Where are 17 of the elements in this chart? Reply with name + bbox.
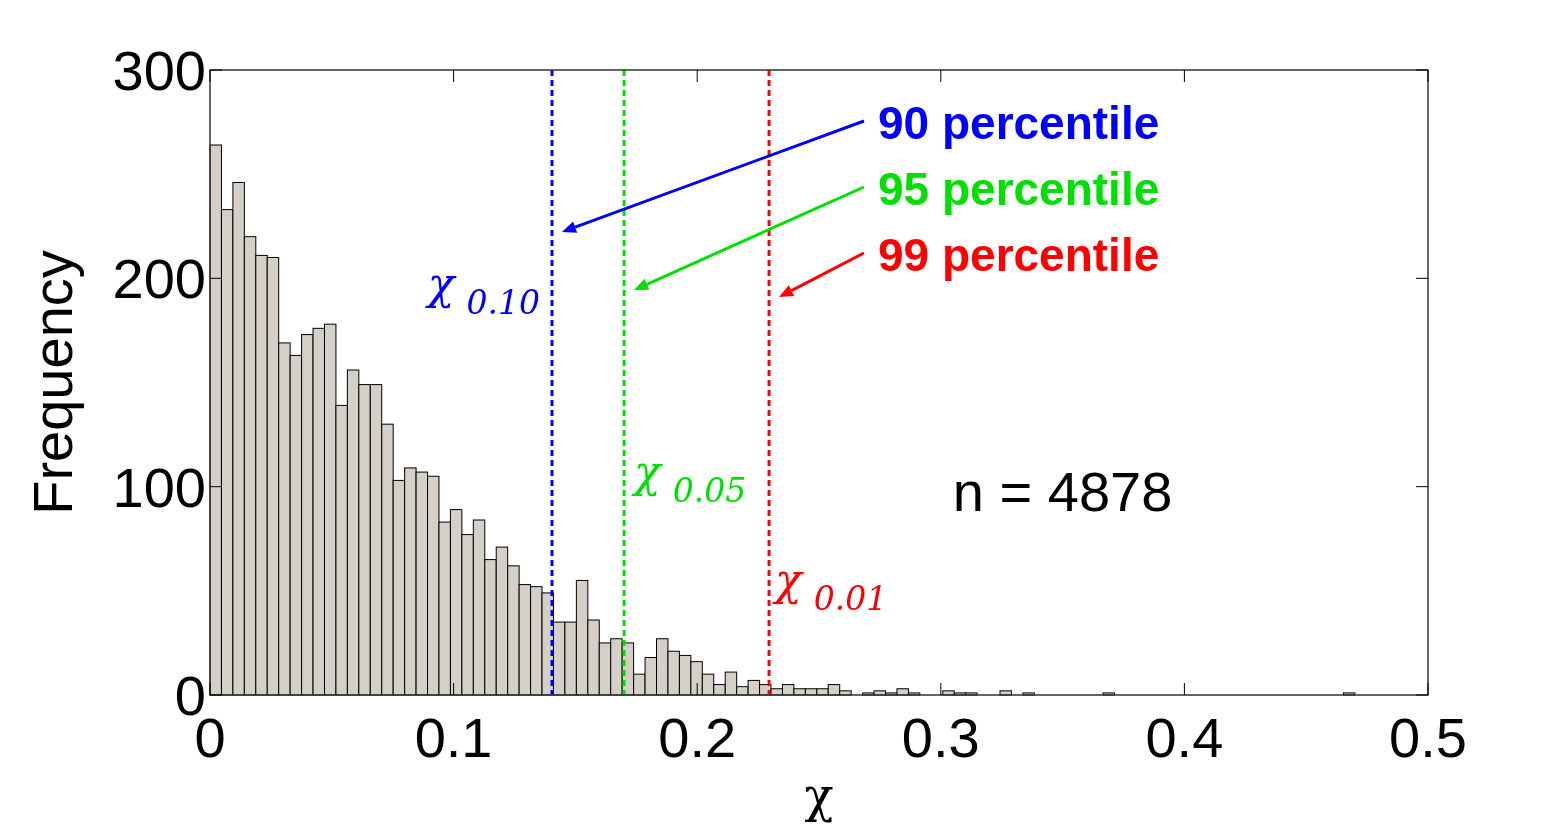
annotation: 99 percentile: [878, 229, 1160, 281]
annotation: 95 percentile: [878, 163, 1160, 215]
ref-line-label: χ$_{0.10}$: [424, 258, 541, 323]
x-axis-title: χ: [804, 767, 834, 823]
x-tick-label: 0.3: [901, 706, 980, 769]
y-axis-title: Frequency: [21, 250, 84, 515]
x-tick-label: 0.4: [1145, 706, 1224, 769]
y-tick-label: 300: [112, 39, 206, 102]
x-tick-label: 0.5: [1389, 706, 1467, 769]
y-tick-label: 100: [112, 455, 206, 519]
annotation: n = 4878: [952, 459, 1173, 523]
x-tick-label: 0.2: [658, 706, 737, 769]
ref-line-label: χ$_{0.05}$: [631, 445, 747, 510]
x-tick-label: 0.1: [414, 706, 493, 769]
annotation: 90 percentile: [878, 97, 1160, 149]
ref-line-label: χ$_{0.01}$: [772, 554, 888, 618]
y-tick-label: 200: [112, 247, 206, 311]
